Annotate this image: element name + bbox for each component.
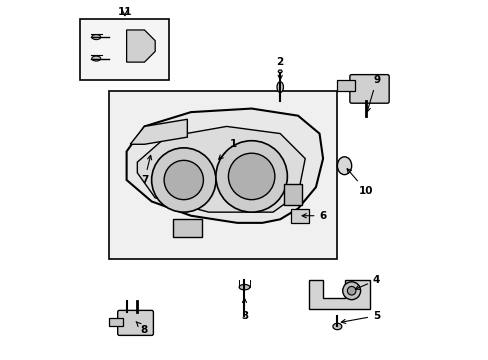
FancyBboxPatch shape	[118, 310, 153, 336]
PathPatch shape	[126, 30, 155, 62]
Text: 5: 5	[341, 311, 380, 324]
FancyBboxPatch shape	[349, 75, 388, 103]
Text: 6: 6	[302, 211, 326, 221]
Circle shape	[346, 287, 355, 295]
Polygon shape	[278, 70, 282, 73]
Text: 11: 11	[117, 7, 132, 17]
FancyBboxPatch shape	[290, 208, 308, 223]
Circle shape	[216, 141, 287, 212]
FancyBboxPatch shape	[173, 219, 201, 237]
Circle shape	[164, 160, 203, 200]
FancyBboxPatch shape	[337, 80, 354, 91]
Text: 4: 4	[355, 275, 380, 289]
Ellipse shape	[239, 284, 249, 290]
Text: 10: 10	[346, 169, 372, 196]
Ellipse shape	[276, 82, 283, 93]
PathPatch shape	[130, 119, 187, 144]
PathPatch shape	[137, 126, 305, 212]
Ellipse shape	[332, 323, 341, 330]
PathPatch shape	[126, 109, 323, 223]
Ellipse shape	[92, 35, 101, 40]
FancyBboxPatch shape	[108, 91, 337, 258]
Circle shape	[228, 153, 274, 200]
Text: 9: 9	[366, 75, 380, 112]
FancyBboxPatch shape	[80, 19, 169, 80]
PathPatch shape	[308, 280, 369, 309]
Text: 8: 8	[136, 321, 148, 335]
FancyBboxPatch shape	[108, 318, 123, 327]
Text: 7: 7	[141, 155, 151, 185]
Circle shape	[151, 148, 216, 212]
FancyBboxPatch shape	[283, 184, 301, 205]
Text: 2: 2	[276, 57, 283, 80]
Circle shape	[342, 282, 360, 300]
Text: 1: 1	[218, 139, 237, 159]
Text: 3: 3	[241, 298, 247, 321]
Ellipse shape	[337, 157, 351, 175]
Ellipse shape	[92, 56, 101, 61]
